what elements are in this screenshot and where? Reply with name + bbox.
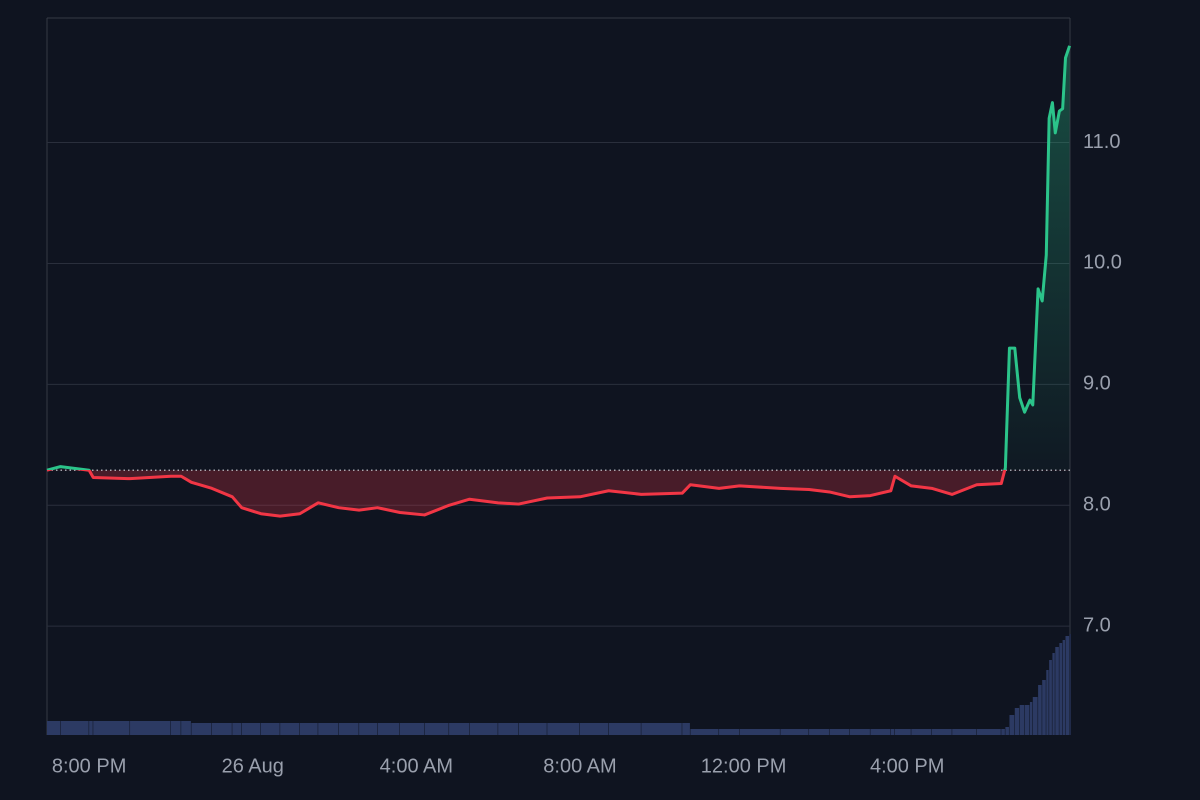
volume-bar <box>469 723 498 735</box>
volume-bar <box>547 723 580 735</box>
volume-bar <box>191 723 212 735</box>
volume-bar <box>260 723 280 735</box>
volume-bar <box>641 723 682 735</box>
volume-bar <box>1049 660 1052 735</box>
x-tick-label: 8:00 PM <box>52 755 126 777</box>
volume-bar <box>894 729 911 735</box>
volume-bar <box>1009 715 1015 735</box>
volume-bar <box>359 723 378 735</box>
volume-bar <box>1019 705 1025 735</box>
volume-bar <box>1042 680 1046 735</box>
volume-bar <box>849 729 870 735</box>
volume-bar <box>377 723 400 735</box>
volume-bar <box>299 723 318 735</box>
volume-bar <box>952 729 977 735</box>
x-tick-label: 26 Aug <box>222 755 284 777</box>
volume-bar <box>976 729 1001 735</box>
x-tick-label: 4:00 PM <box>870 755 944 777</box>
volume-bar <box>1069 634 1071 735</box>
volume-bar <box>170 721 181 735</box>
volume-bar <box>93 721 130 735</box>
volume-bar <box>1032 697 1038 735</box>
volume-bar <box>911 729 932 735</box>
volume-bar <box>1055 647 1059 735</box>
volume-bar <box>518 723 547 735</box>
x-tick-label: 12:00 PM <box>701 755 787 777</box>
volume-bar <box>89 721 93 735</box>
volume-bar <box>399 723 425 735</box>
volume-bar <box>1005 727 1009 735</box>
volume-bar <box>338 723 359 735</box>
volume-bar <box>739 729 780 735</box>
y-tick-label: 9.0 <box>1083 373 1111 395</box>
volume-bar <box>241 723 261 735</box>
volume-bar <box>130 721 171 735</box>
volume-bar <box>1046 670 1049 735</box>
baseline-area <box>47 45 1070 517</box>
volume-bar <box>211 723 232 735</box>
volume-bar <box>1001 729 1005 735</box>
volume-bar <box>1052 653 1055 735</box>
volume-bar <box>318 723 339 735</box>
volume-bar <box>181 721 191 735</box>
volume-bar <box>809 729 829 735</box>
volume-bar <box>60 721 89 735</box>
volume-bar <box>780 729 809 735</box>
volume-bar <box>47 721 60 735</box>
y-tick-label: 11.0 <box>1083 131 1120 153</box>
volume-bar <box>690 729 719 735</box>
volume-bar <box>870 729 891 735</box>
volume-bar <box>608 723 641 735</box>
x-tick-label: 4:00 AM <box>380 755 453 777</box>
volume-bar <box>449 723 470 735</box>
x-tick-label: 8:00 AM <box>543 755 616 777</box>
volume-bar <box>931 729 952 735</box>
volume-bar <box>232 723 242 735</box>
volume-bar <box>424 723 449 735</box>
volume-bar <box>1024 705 1030 735</box>
volume-bar <box>719 729 739 735</box>
volume-bar <box>890 729 895 735</box>
volume-bar <box>1059 643 1063 735</box>
volume-bar <box>1014 708 1020 735</box>
volume-bar <box>1062 640 1066 735</box>
y-tick-label: 10.0 <box>1083 252 1122 274</box>
volume-bar <box>1065 636 1070 735</box>
volume-bar <box>280 723 300 735</box>
price-line <box>46 45 1072 518</box>
volume-bar <box>829 729 850 735</box>
volume-bar <box>682 723 690 735</box>
volume-bar <box>1029 702 1033 735</box>
y-tick-label: 7.0 <box>1083 614 1111 636</box>
y-tick-label: 8.0 <box>1083 494 1111 516</box>
volume-bar <box>498 723 519 735</box>
volume-bar <box>579 723 609 735</box>
volume-bar <box>1038 685 1042 735</box>
